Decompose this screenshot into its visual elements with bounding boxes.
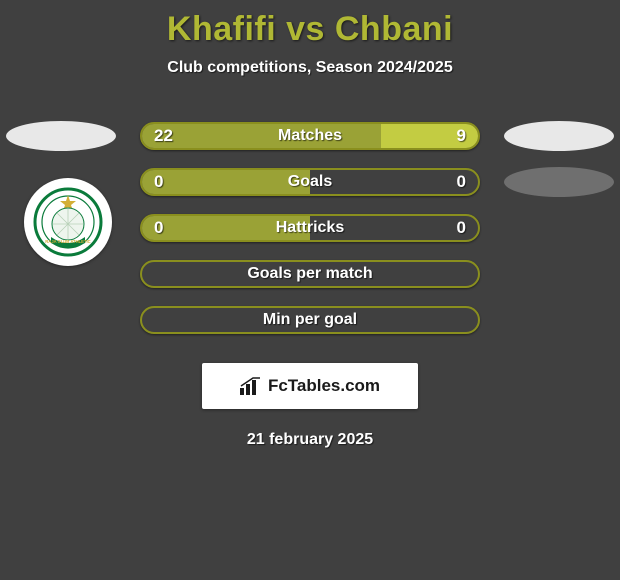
stat-label: Goals per match (142, 265, 478, 283)
stat-bar: Goals per match (140, 260, 480, 288)
player-ellipse-right (504, 167, 614, 197)
stat-row: 229Matches (0, 113, 620, 159)
page-title: Khafifi vs Chbani (0, 10, 620, 49)
svg-text:RAJA CLUB ATHLETIC: RAJA CLUB ATHLETIC (45, 239, 90, 244)
stat-label: Goals (142, 173, 478, 191)
stat-label: Hattricks (142, 219, 478, 237)
logo-text: FcTables.com (268, 376, 380, 396)
stat-bar: 229Matches (140, 122, 480, 150)
date-label: 21 february 2025 (0, 431, 620, 449)
fctables-logo: FcTables.com (202, 363, 418, 409)
player-ellipse-left (6, 121, 116, 151)
stat-row: Min per goal (0, 297, 620, 343)
club-badge: RAJA CLUB ATHLETIC (24, 178, 112, 266)
stat-bar: 00Goals (140, 168, 480, 196)
stat-bar: 00Hattricks (140, 214, 480, 242)
club-badge-icon: RAJA CLUB ATHLETIC (33, 187, 103, 257)
stat-label: Min per goal (142, 311, 478, 329)
stat-bar: Min per goal (140, 306, 480, 334)
stat-label: Matches (142, 127, 478, 145)
subtitle: Club competitions, Season 2024/2025 (0, 59, 620, 77)
bar-chart-icon (240, 377, 262, 395)
player-ellipse-right (504, 121, 614, 151)
